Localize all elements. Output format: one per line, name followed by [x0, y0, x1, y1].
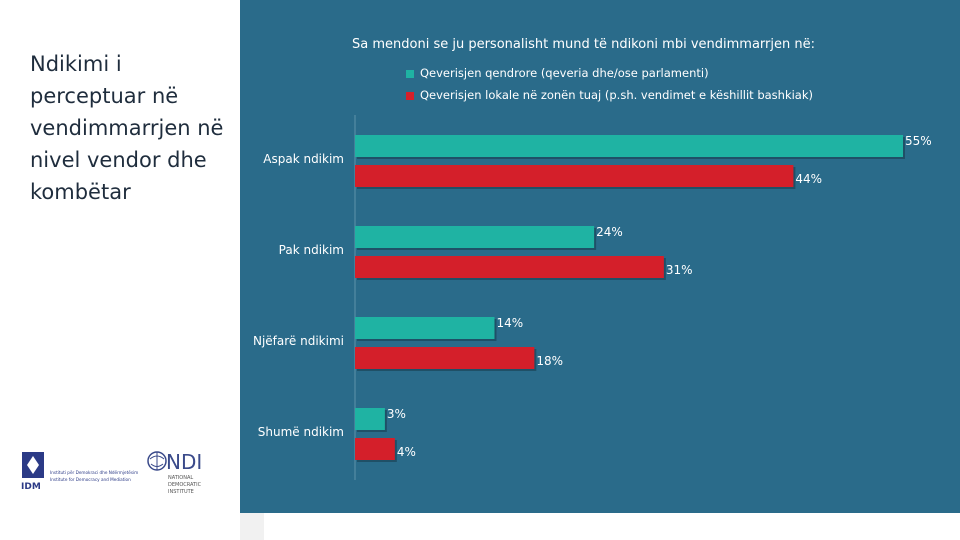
legend-label-central: Qeverisjen qendrore (qeveria dhe/ose par… [420, 66, 709, 80]
idm-logo-text-2: Institute for Democracy and Mediation [50, 477, 131, 482]
bar-local [355, 165, 794, 187]
bar-central [355, 226, 595, 248]
legend-item-local: Qeverisjen lokale në zonën tuaj (p.sh. v… [406, 88, 813, 102]
ndi-logo-text-2: DEMOCRATIC [168, 482, 202, 488]
idm-logo-text-1: Instituti për Demokraci dhe Ndërmjetësim [50, 470, 138, 475]
bar-central [355, 317, 495, 339]
idm-logo-letters: IDM [21, 482, 41, 492]
category-label: Pak ndikim [279, 243, 344, 257]
data-label: 31% [666, 263, 693, 277]
ndi-logo-text-1: NATIONAL [168, 475, 193, 481]
chart-title: Sa mendoni se ju personalisht mund të nd… [352, 37, 815, 52]
bottom-strip [240, 513, 264, 540]
bar-central [355, 135, 903, 157]
data-label: 24% [596, 225, 623, 239]
ndi-logo-text-3: INSTITUTE [168, 489, 194, 495]
data-label: 4% [397, 445, 416, 459]
legend-item-central: Qeverisjen qendrore (qeveria dhe/ose par… [406, 66, 709, 80]
bar-central [355, 408, 385, 430]
bar-local [355, 438, 395, 460]
category-label: Njëfarë ndikimi [253, 334, 344, 348]
data-label: 18% [536, 354, 563, 368]
ndi-logo: NDI NATIONAL DEMOCRATIC INSTITUTE [147, 450, 202, 495]
category-label: Shumë ndikim [258, 425, 344, 439]
data-label: 14% [496, 316, 523, 330]
legend-label-local: Qeverisjen lokale në zonën tuaj (p.sh. v… [420, 88, 813, 102]
category-label: Aspak ndikim [263, 152, 344, 166]
idm-logo-diamond-icon [27, 456, 39, 474]
legend-swatch-central [406, 69, 414, 78]
legend-swatch-local [406, 91, 414, 100]
globe-lines-icon [149, 452, 165, 470]
idm-logo: IDM Instituti për Demokraci dhe Ndërmjet… [21, 452, 138, 492]
data-label: 3% [387, 407, 406, 421]
left-panel: Ndikimi i perceptuar në vendimmarrjen në… [0, 0, 240, 540]
data-label: 55% [905, 134, 932, 148]
bar-local [355, 347, 535, 369]
bar-local [355, 256, 664, 278]
data-label: 44% [795, 172, 822, 186]
ndi-logo-letters: NDI [166, 450, 202, 474]
slide-title: Ndikimi i perceptuar në vendimmarrjen në… [30, 52, 224, 204]
